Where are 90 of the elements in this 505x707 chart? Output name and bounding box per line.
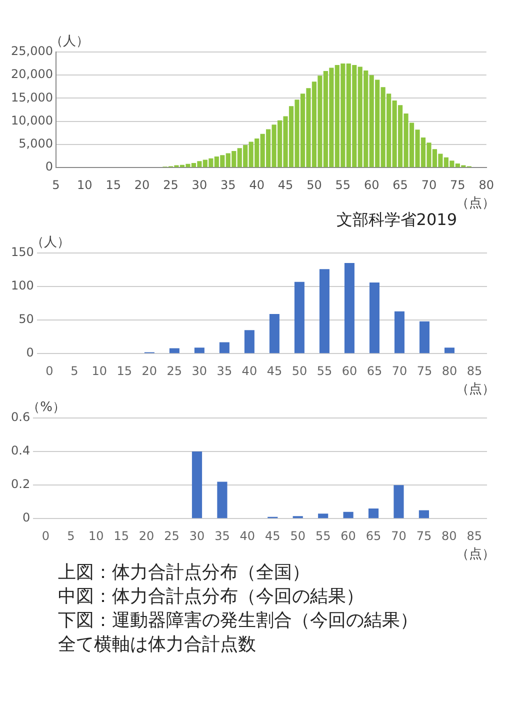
x-tick-label: 30 <box>192 364 208 378</box>
x-tick-label: 65 <box>392 178 408 192</box>
x-tick-label: 55 <box>316 364 332 378</box>
bar <box>394 311 404 354</box>
x-tick-label: 5 <box>70 364 78 378</box>
bar <box>318 514 328 518</box>
text: 全て横軸は体力合計点数 <box>57 633 257 657</box>
bar <box>169 348 180 354</box>
x-tick-label: 75 <box>450 178 466 192</box>
y-tick-label: 100 <box>11 278 34 293</box>
x-tick-label: 75 <box>416 528 432 543</box>
bar <box>269 314 280 354</box>
y-tick-label: 0 <box>45 160 53 174</box>
x-tick-label: 60 <box>364 178 380 192</box>
y-tick-label: 150 <box>11 245 34 260</box>
x-tick-label: 35 <box>216 364 232 378</box>
x-tick-label: 70 <box>392 364 408 378</box>
y-tick-label: 15,000 <box>10 90 53 104</box>
x-tick-label: 40 <box>242 364 258 378</box>
bar <box>418 510 429 518</box>
x-tick-label: 20 <box>138 528 154 543</box>
x-tick-label: 45 <box>265 528 280 543</box>
x-tick-label: 45 <box>278 178 294 192</box>
x-tick-label: 60 <box>342 364 358 378</box>
x-tick-label: 10 <box>88 528 104 543</box>
x-tick-label: 50 <box>290 528 306 543</box>
x-tick-label: 50 <box>306 178 322 192</box>
bar <box>344 263 354 354</box>
x-tick-label: 25 <box>164 528 180 543</box>
text: 上図：体力合計点分布（全国） <box>57 561 311 585</box>
y-tick-label: 0 <box>26 346 34 360</box>
bar <box>343 512 354 518</box>
y-tick-label: 50 <box>18 312 34 326</box>
x-tick-label: 30 <box>192 178 208 192</box>
x-tick-label: 5 <box>52 178 60 192</box>
bar <box>244 330 254 354</box>
x-tick-label: 80 <box>478 178 494 192</box>
x-tick-label: 25 <box>166 364 182 378</box>
x-tick-label: 40 <box>249 178 264 192</box>
x-tick-label: 80 <box>442 364 458 378</box>
x-tick-label: 30 <box>189 528 205 543</box>
y-tick-label: 5,000 <box>18 136 53 151</box>
x-tick-label: 65 <box>366 528 382 543</box>
bar <box>419 321 430 354</box>
y-tick-label: 0 <box>22 510 30 525</box>
x-tick-label: 35 <box>214 528 230 543</box>
x-tick-label: 10 <box>92 364 108 378</box>
x-tick-label: 35 <box>220 178 236 192</box>
text: 中図：体力合計点分布（今回の結果） <box>57 585 365 609</box>
bar <box>294 282 304 354</box>
x-tick-label: 75 <box>416 364 432 378</box>
x-tick-label: 20 <box>142 364 158 378</box>
bar <box>444 348 454 354</box>
bar <box>192 452 202 518</box>
bar <box>369 282 380 354</box>
y-tick-label: 0.4 <box>10 444 30 458</box>
bar <box>219 342 230 354</box>
x-tick-label: 15 <box>116 364 132 378</box>
bar <box>194 348 204 354</box>
x-tick-label: 65 <box>366 364 382 378</box>
bar <box>319 269 330 354</box>
x-tick-label: 10 <box>77 178 92 192</box>
x-tick-label: 85 <box>466 528 482 543</box>
bar <box>394 485 404 518</box>
x-tick-label: 70 <box>391 528 406 543</box>
x-tick-label: 15 <box>106 178 122 192</box>
bar <box>217 482 228 518</box>
x-axis-title: （点） <box>456 196 495 211</box>
x-tick-label: 40 <box>240 528 256 543</box>
x-tick-label: 80 <box>442 528 457 543</box>
x-axis-title: （点） <box>456 382 495 397</box>
bar <box>368 508 379 518</box>
x-tick-label: 55 <box>335 178 351 192</box>
x-tick-label: 25 <box>163 178 178 192</box>
x-tick-label: 15 <box>114 528 129 543</box>
y-tick-label: 20,000 <box>10 67 53 82</box>
y-tick-label: 25,000 <box>10 44 53 58</box>
x-tick-label: 50 <box>292 364 308 378</box>
x-tick-label: 20 <box>134 178 150 192</box>
x-tick-label: 70 <box>421 178 437 192</box>
y-tick-label: 10,000 <box>10 113 53 128</box>
text: 文部科学省2019 <box>335 210 458 231</box>
x-tick-label: 55 <box>315 528 331 543</box>
text: 下図：運動器障害の発生割合（今回の結果） <box>57 609 419 633</box>
x-tick-label: 85 <box>466 364 482 378</box>
y-tick-label: 0.2 <box>10 477 30 492</box>
x-tick-label: 45 <box>266 364 282 378</box>
x-axis-title: （点） <box>456 546 495 562</box>
x-tick-label: 5 <box>67 528 75 543</box>
x-tick-label: 60 <box>340 528 356 543</box>
